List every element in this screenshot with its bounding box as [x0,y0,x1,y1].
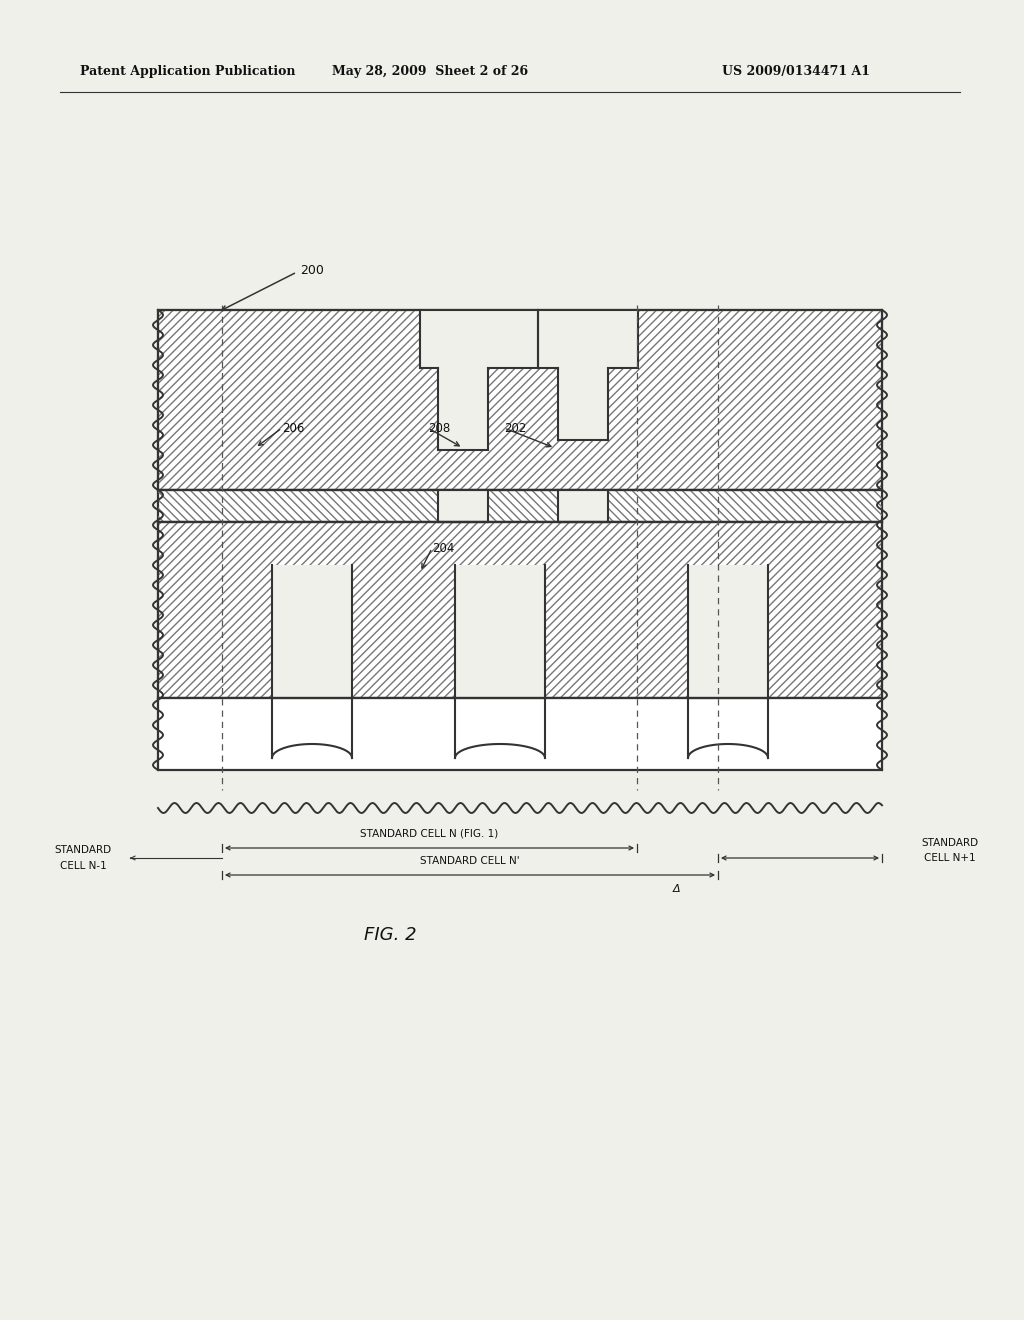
Bar [158,521,882,698]
Bar [158,310,882,490]
Bar [158,310,882,490]
Text: 202: 202 [504,421,526,434]
Bar [272,565,352,698]
Text: 200: 200 [300,264,324,276]
Bar [158,698,882,770]
Bar [438,490,488,521]
Text: STANDARD CELL N': STANDARD CELL N' [420,855,520,866]
Text: STANDARD CELL N (FIG. 1): STANDARD CELL N (FIG. 1) [360,829,499,840]
Bar [688,565,768,698]
Text: Δ: Δ [673,884,681,894]
Text: STANDARD: STANDARD [922,838,979,847]
Text: 204: 204 [432,541,455,554]
Bar [538,310,638,368]
Bar [158,490,882,521]
Text: CELL N+1: CELL N+1 [925,853,976,863]
Text: 206: 206 [282,421,304,434]
Bar [558,490,608,521]
Text: CELL N-1: CELL N-1 [59,861,106,871]
Bar [438,368,488,450]
Text: FIG. 2: FIG. 2 [364,927,417,944]
Text: STANDARD: STANDARD [54,845,112,855]
Bar [455,565,545,698]
Bar [158,521,882,698]
Text: US 2009/0134471 A1: US 2009/0134471 A1 [722,66,870,78]
Bar [158,490,882,521]
Bar [420,310,538,368]
Text: 208: 208 [428,421,451,434]
Bar [558,368,608,440]
Text: Patent Application Publication: Patent Application Publication [80,66,296,78]
Text: May 28, 2009  Sheet 2 of 26: May 28, 2009 Sheet 2 of 26 [332,66,528,78]
